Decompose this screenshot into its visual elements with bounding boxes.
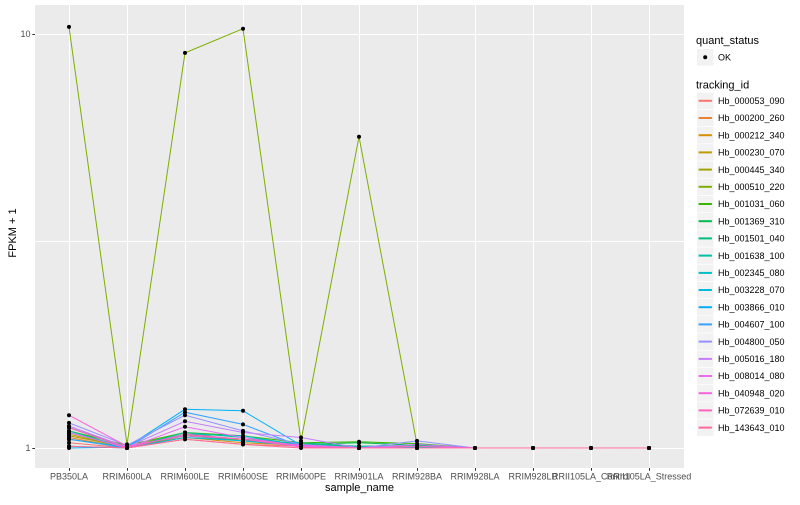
svg-text:Hb_000053_090: Hb_000053_090 [718, 96, 785, 106]
svg-text:RRIM928BA: RRIM928BA [392, 472, 442, 482]
svg-text:RRIM600LA: RRIM600LA [102, 472, 151, 482]
svg-text:Hb_001638_100: Hb_001638_100 [718, 251, 785, 261]
svg-text:10: 10 [20, 29, 30, 39]
svg-text:quant_status: quant_status [696, 35, 759, 47]
svg-text:Hb_001501_040: Hb_001501_040 [718, 234, 785, 244]
svg-text:sample_name: sample_name [325, 482, 394, 494]
svg-text:Hb_001369_310: Hb_001369_310 [718, 216, 785, 226]
svg-text:RRIM600LE: RRIM600LE [160, 472, 209, 482]
svg-text:Hb_004607_100: Hb_004607_100 [718, 320, 785, 330]
svg-text:PB350LA: PB350LA [50, 472, 88, 482]
svg-text:Hb_072639_010: Hb_072639_010 [718, 406, 785, 416]
svg-text:RRIM928LB: RRIM928LB [508, 472, 557, 482]
svg-text:OK: OK [718, 52, 731, 62]
svg-text:RRIM600SE: RRIM600SE [218, 472, 268, 482]
svg-text:Hb_001031_060: Hb_001031_060 [718, 199, 785, 209]
svg-text:Hb_040948_020: Hb_040948_020 [718, 388, 785, 398]
svg-text:RRIM901LA: RRIM901LA [334, 472, 383, 482]
svg-text:Hb_005016_180: Hb_005016_180 [718, 354, 785, 364]
svg-text:tracking_id: tracking_id [696, 80, 749, 92]
svg-text:Hb_000212_340: Hb_000212_340 [718, 130, 785, 140]
svg-text:FPKM + 1: FPKM + 1 [7, 208, 19, 257]
svg-text:Hb_008014_080: Hb_008014_080 [718, 371, 785, 381]
svg-text:RRII105LA_Control: RRII105LA_Control [552, 472, 630, 482]
svg-text:Hb_000230_070: Hb_000230_070 [718, 148, 785, 158]
svg-text:Hb_000200_260: Hb_000200_260 [718, 113, 785, 123]
svg-text:Hb_000510_220: Hb_000510_220 [718, 182, 785, 192]
svg-text:1: 1 [25, 443, 30, 453]
svg-text:Hb_003228_070: Hb_003228_070 [718, 285, 785, 295]
svg-text:RRIM928LA: RRIM928LA [450, 472, 499, 482]
svg-text:Hb_000445_340: Hb_000445_340 [718, 165, 785, 175]
svg-text:Hb_003866_010: Hb_003866_010 [718, 302, 785, 312]
svg-text:Hb_002345_080: Hb_002345_080 [718, 268, 785, 278]
svg-text:RRII105LA_Stressed: RRII105LA_Stressed [607, 472, 692, 482]
svg-text:Hb_004800_050: Hb_004800_050 [718, 337, 785, 347]
svg-text:Hb_143643_010: Hb_143643_010 [718, 423, 785, 433]
svg-text:RRIM600PE: RRIM600PE [276, 472, 326, 482]
